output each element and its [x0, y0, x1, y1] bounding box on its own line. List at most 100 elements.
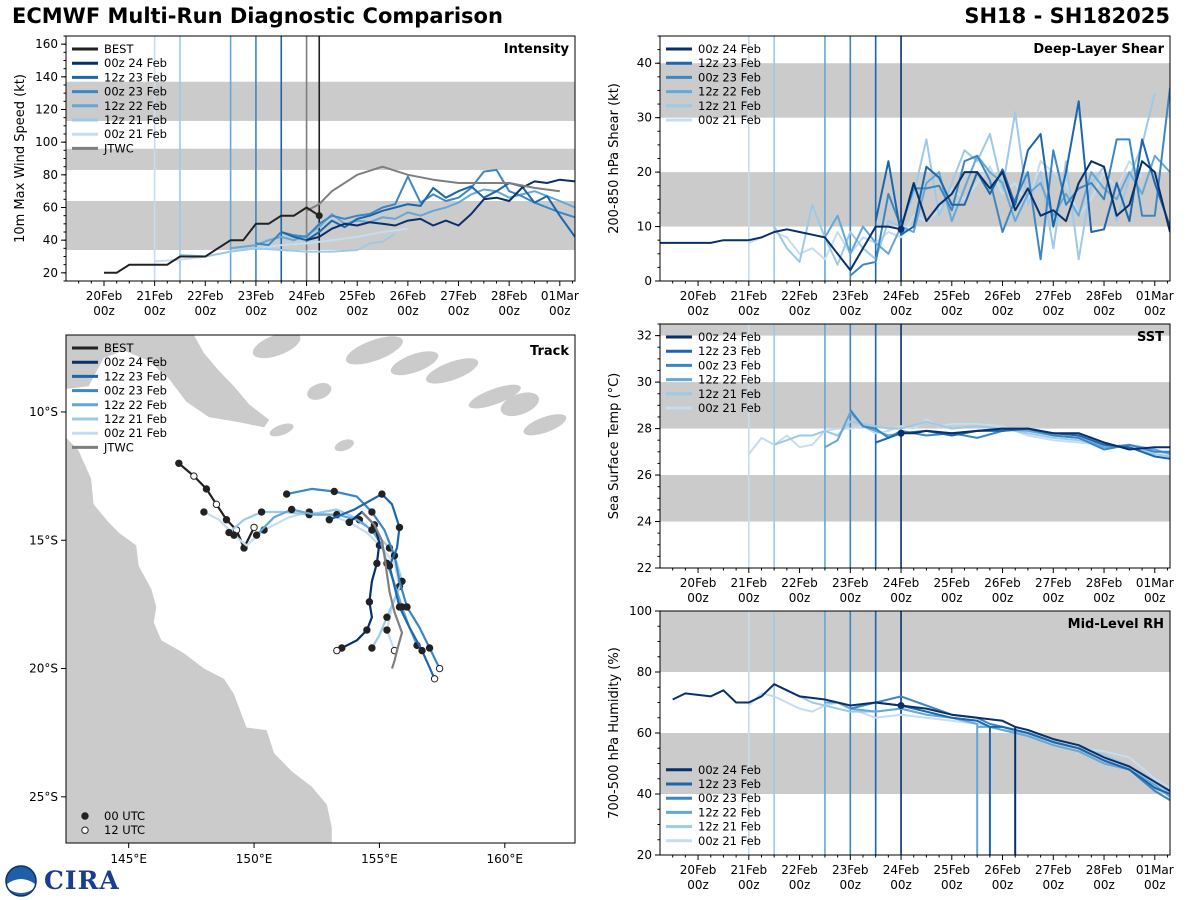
- rh-legend-label-00z-21-feb: 00z 21 Feb: [698, 834, 761, 848]
- rh-title: Mid-Level RH: [1068, 617, 1164, 632]
- sst-xtick-date: 20Feb: [680, 576, 717, 590]
- rh-xtick-hour: 00z: [1144, 878, 1166, 892]
- track-map-area: [66, 335, 575, 843]
- sst-xtick-date: 01Mar: [1136, 576, 1174, 590]
- intensity-xtick-date: 28Feb: [491, 289, 528, 303]
- intensity-xtick-date: 01Mar: [541, 289, 579, 303]
- rh-ytick-label: 40: [637, 787, 652, 801]
- shear-ytick-label: 30: [637, 111, 652, 125]
- rh-xtick-hour: 00z: [890, 878, 912, 892]
- track-ytick-label: 25°S: [29, 790, 58, 804]
- track-ytick-label: 20°S: [29, 662, 58, 676]
- track-point-00z-23-feb: [282, 490, 291, 498]
- shear-plot-area: [660, 36, 1170, 281]
- rh-xtick-date: 21Feb: [731, 863, 768, 877]
- shear-xtick-hour: 00z: [890, 304, 912, 318]
- rh-xtick-date: 24Feb: [883, 863, 920, 877]
- intensity-ylabel: 10m Max Wind Speed (kt): [13, 74, 28, 243]
- intensity-band-1: [66, 148, 575, 170]
- sst-xtick-date: 27Feb: [1035, 576, 1072, 590]
- rh-series-12z-22-feb: [824, 701, 1170, 855]
- sst-legend-label-00z-21-feb: 00z 21 Feb: [698, 401, 761, 415]
- shear-init-marker: [897, 225, 905, 233]
- track-panel: 145°E 150°E 155°E 160°E 10°S 15°S 20°S 25°S Trac…: [29, 334, 576, 866]
- rh-xtick-date: 28Feb: [1086, 863, 1123, 877]
- shear-xtick-hour: 00z: [738, 304, 760, 318]
- track-00z-23-feb: [286, 487, 441, 669]
- island-4: [426, 358, 479, 384]
- intensity-xtick-date: 23Feb: [238, 289, 275, 303]
- intensity-title: Intensity: [504, 42, 570, 57]
- rh-ytick-label: 60: [637, 726, 652, 740]
- shear-xtick-date: 22Feb: [781, 289, 818, 303]
- intensity-legend-label-00z-24-feb: 00z 24 Feb: [104, 56, 167, 70]
- sst-xtick-date: 23Feb: [832, 576, 869, 590]
- sst-xtick-date: 26Feb: [984, 576, 1021, 590]
- intensity-xtick-date: 26Feb: [390, 289, 427, 303]
- intensity-legend-label-12z-21-feb: 12z 21 Feb: [104, 113, 167, 127]
- intensity-xtick-hour: 00z: [549, 304, 571, 318]
- intensity-xtick-hour: 00z: [194, 304, 216, 318]
- shear-xtick-date: 27Feb: [1035, 289, 1072, 303]
- island-1: [307, 383, 332, 400]
- sst-xtick-hour: 00z: [992, 591, 1014, 605]
- island-6: [500, 392, 540, 417]
- track-point-12z-23-feb: [430, 675, 439, 683]
- intensity-xtick-hour: 00z: [93, 304, 115, 318]
- rh-xtick-hour: 00z: [687, 878, 709, 892]
- shear-xtick-hour: 00z: [992, 304, 1014, 318]
- track-point-00z-21-feb: [200, 508, 208, 516]
- intensity-panel: 2040608010012014016020Feb00z21Feb00z22Fe…: [13, 35, 579, 318]
- shear-legend-label-00z-24-feb: 00z 24 Feb: [698, 42, 761, 56]
- shear-ytick-label: 20: [637, 165, 652, 179]
- intensity-xtick-hour: 00z: [296, 304, 318, 318]
- sst-series-00z-24-feb: [901, 427, 1170, 451]
- track-legend-label-00z-24-feb: 00z 24 Feb: [104, 355, 167, 369]
- shear-ytick-label: 0: [644, 274, 652, 288]
- island-2: [345, 336, 403, 365]
- track-ytick-label: 10°S: [29, 405, 58, 419]
- sst-title: SST: [1137, 330, 1164, 345]
- shear-legend-label-00z-21-feb: 00z 21 Feb: [698, 113, 761, 127]
- track-point-00z-24-feb: [345, 518, 354, 526]
- track-ytick-label: 15°S: [29, 533, 58, 547]
- sst-xtick-hour: 00z: [941, 591, 963, 605]
- shear-xtick-date: 01Mar: [1136, 289, 1174, 303]
- intensity-xtick-hour: 00z: [144, 304, 166, 318]
- sst-legend-label-00z-24-feb: 00z 24 Feb: [698, 330, 761, 344]
- intensity-legend-label-best: BEST: [104, 42, 134, 56]
- rh-xtick-hour: 00z: [738, 878, 760, 892]
- track-legend-label-00z-21-feb: 00z 21 Feb: [104, 426, 167, 440]
- shear-xtick-date: 25Feb: [934, 289, 971, 303]
- rh-band-0: [660, 733, 1170, 794]
- track-point-best: [175, 459, 183, 467]
- sst-xtick-date: 28Feb: [1086, 576, 1123, 590]
- track-12z-23-feb: [328, 493, 436, 680]
- island-0: [252, 335, 301, 359]
- intensity-series-00z-21-feb: [154, 227, 409, 263]
- track-point-best: [212, 500, 221, 509]
- shear-xtick-hour: 00z: [840, 304, 862, 318]
- sst-xtick-date: 22Feb: [781, 576, 818, 590]
- track-marker-legend-symbol-0: [81, 812, 89, 820]
- track-legend-label-00z-23-feb: 00z 23 Feb: [104, 384, 167, 398]
- rh-xtick-hour: 00z: [1093, 878, 1115, 892]
- sst-band-1: [660, 382, 1170, 429]
- sst-frame: [659, 323, 1171, 569]
- track-point-12z-21-feb: [368, 644, 376, 652]
- rh-xtick-date: 23Feb: [832, 863, 869, 877]
- intensity-series-jtwc: [306, 165, 560, 212]
- shear-panel: 01020304020Feb00z21Feb00z22Feb00z23Feb00…: [607, 35, 1174, 318]
- page-title: ECMWF Multi-Run Diagnostic Comparison: [12, 4, 503, 28]
- rh-xtick-date: 26Feb: [984, 863, 1021, 877]
- track-title: Track: [530, 344, 569, 359]
- track-point-best: [190, 472, 198, 480]
- shear-legend-label-12z-22-feb: 12z 22 Feb: [698, 85, 761, 99]
- sst-band-0: [660, 475, 1170, 522]
- shear-series-00z-24-feb: [748, 160, 1170, 272]
- rh-legend-label-12z-22-feb: 12z 22 Feb: [698, 805, 761, 819]
- sst-xtick-date: 21Feb: [731, 576, 768, 590]
- track-point-12z-21-feb: [383, 613, 391, 621]
- island-7: [523, 414, 567, 436]
